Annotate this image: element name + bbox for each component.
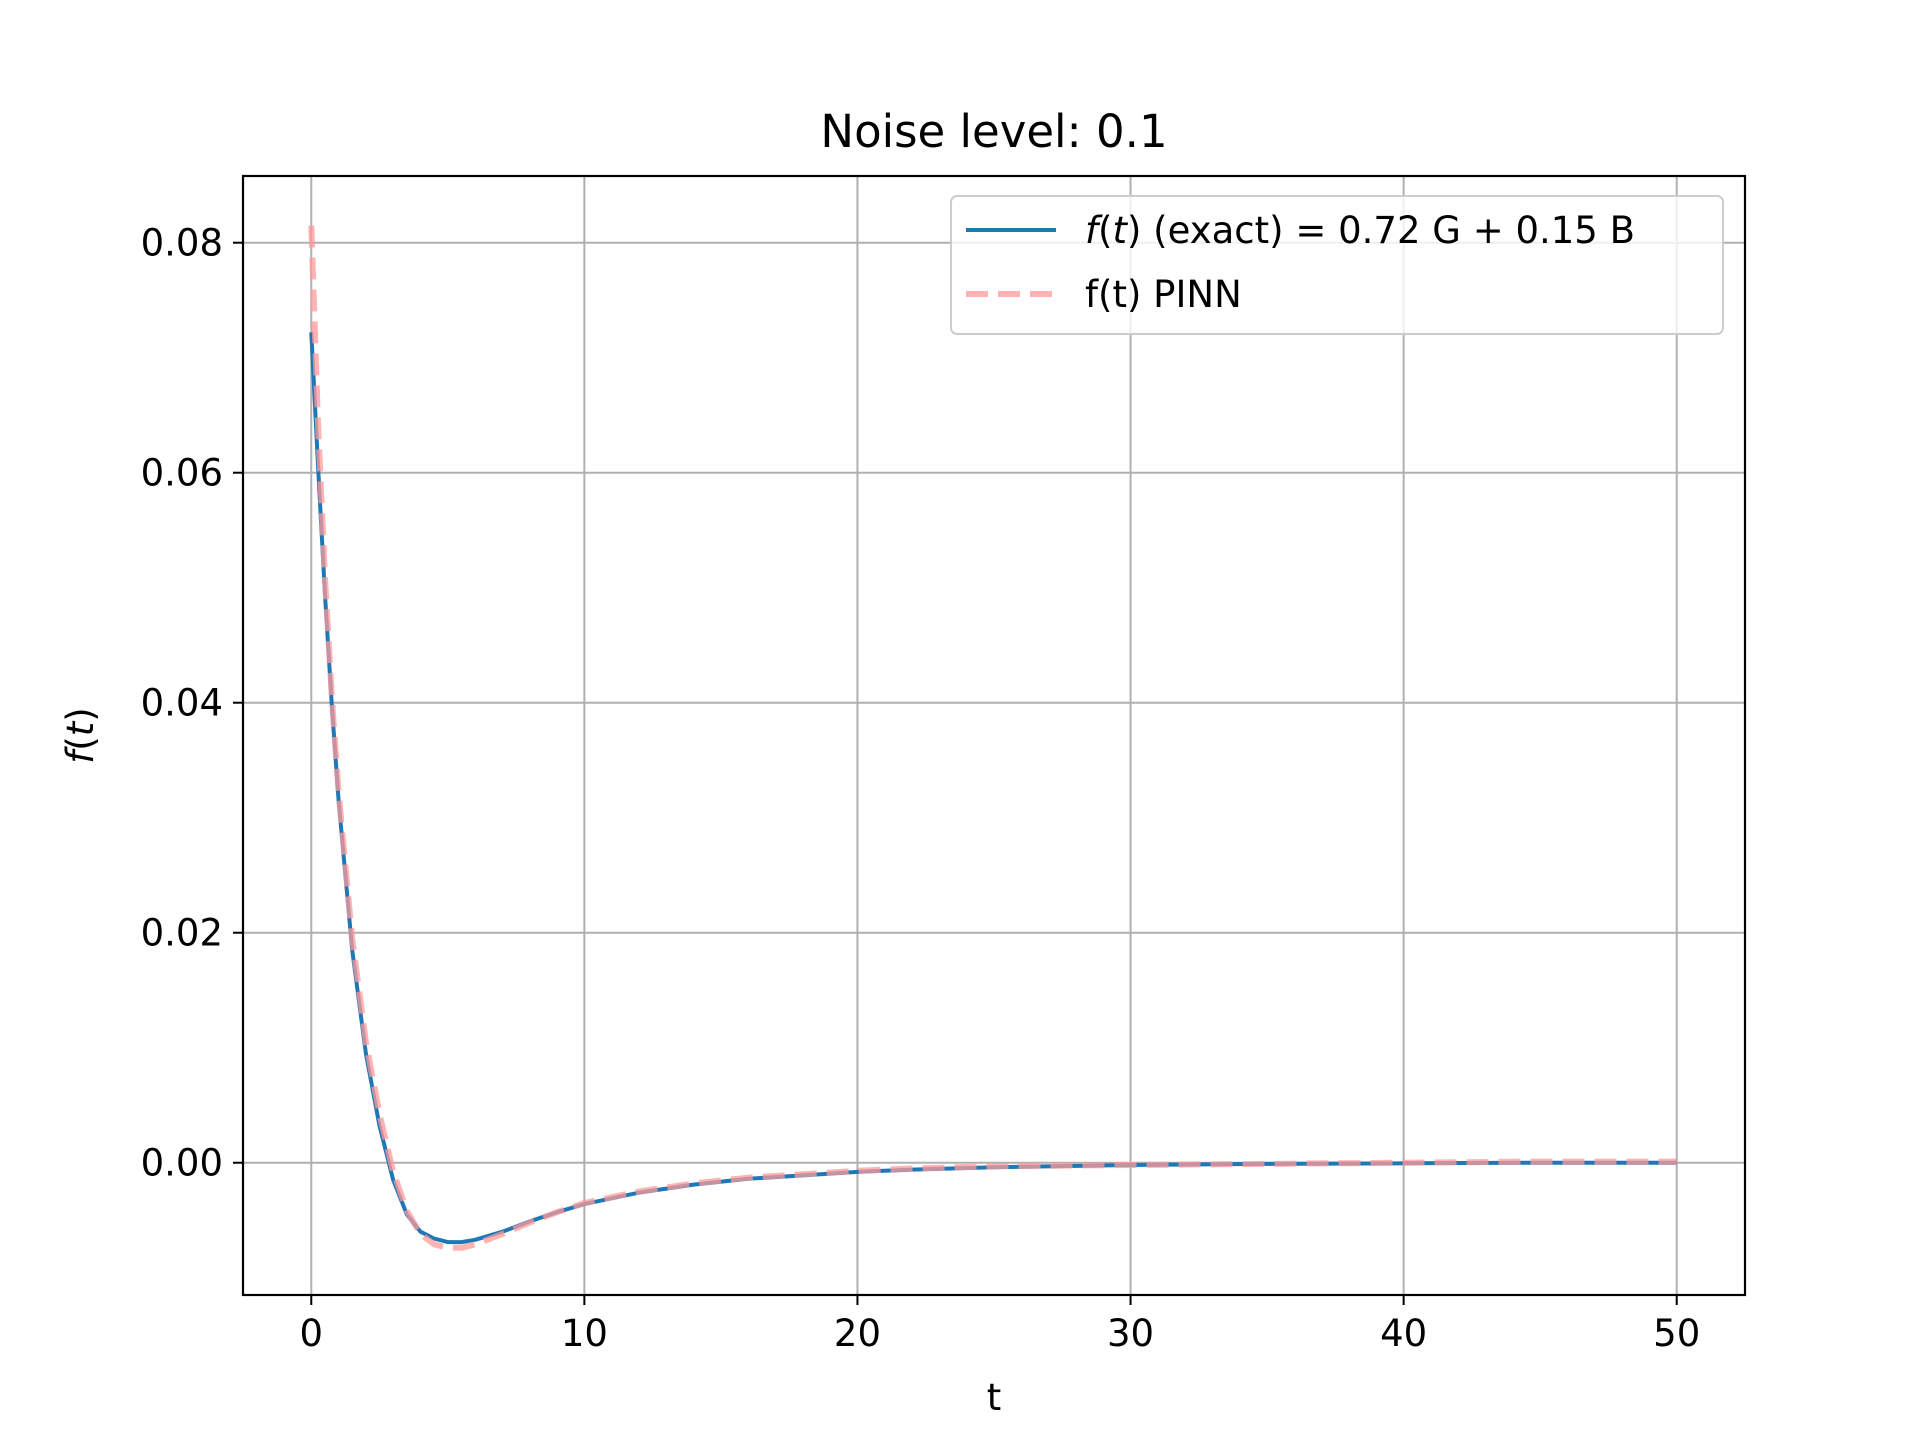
x-tick-label: 40 <box>1380 1312 1427 1355</box>
legend-box <box>950 195 1724 335</box>
series-line-pinn <box>308 225 1677 1251</box>
x-axis-label: t <box>987 1376 1002 1419</box>
y-tick-label: 0.00 <box>141 1142 223 1185</box>
y-tick-label: 0.02 <box>141 912 223 955</box>
legend-label-exact: f(t) (exact) = 0.72 G + 0.15 B <box>1085 209 1635 252</box>
legend-label-pinn: f(t) PINN <box>1085 273 1242 316</box>
axes-frame <box>241 174 1747 1297</box>
series-layer <box>308 225 1677 1251</box>
y-tick-label: 0.06 <box>141 452 223 495</box>
x-tick-label: 20 <box>834 1312 881 1355</box>
chart-title: Noise level: 0.1 <box>820 105 1167 158</box>
ticks: 0 10 20 30 40 50 0.00 0.02 0.04 0.06 0.08 <box>141 222 1701 1355</box>
y-axis-label: f(t) <box>59 707 102 763</box>
x-tick-label: 10 <box>561 1312 608 1355</box>
y-tick-label: 0.08 <box>141 222 223 265</box>
x-tick-label: 30 <box>1107 1312 1154 1355</box>
x-tick-label: 0 <box>299 1312 323 1355</box>
y-tick-label: 0.04 <box>141 682 223 725</box>
legend: f(t) (exact) = 0.72 G + 0.15 B f(t) PINN <box>950 195 1724 335</box>
x-tick-label: 50 <box>1653 1312 1700 1355</box>
